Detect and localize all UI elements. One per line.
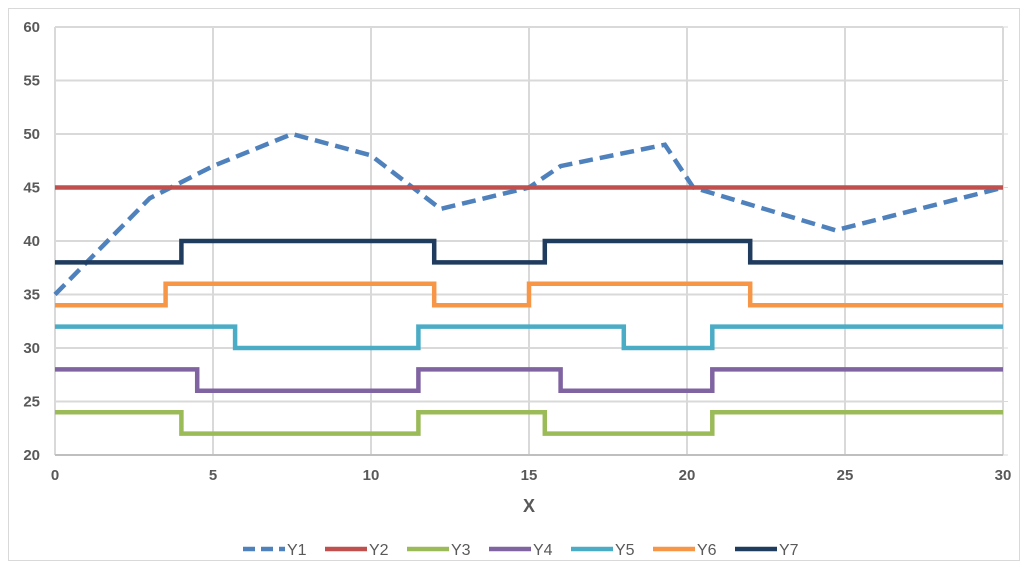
x-tick-label: 5 [209,467,217,484]
y-tick-label: 20 [23,447,40,464]
legend-label-y3: Y3 [451,542,471,559]
legend-label-y6: Y6 [697,542,717,559]
x-tick-labels: 0 5 10 15 20 25 30 [51,467,1012,484]
legend-label-y2: Y2 [369,542,389,559]
x-tick-label: 30 [995,467,1012,484]
y-tick-label: 50 [23,126,40,143]
legend: Y1 Y2 Y3 Y4 Y5 Y6 Y7 [243,542,799,559]
chart-border [8,8,1020,561]
x-tick-label: 25 [837,467,854,484]
series-line-y1 [53,131,1004,297]
axes [8,8,1020,561]
y-tick-label: 40 [23,233,40,250]
x-axis-title: X [523,496,535,516]
legend-label-y5: Y5 [615,542,635,559]
x-tick-label: 10 [363,467,380,484]
series-line-y6 [55,281,1003,308]
legend-label-y1: Y1 [287,542,307,559]
x-tick-label: 15 [521,467,538,484]
y-tick-label: 45 [23,180,40,197]
series-line-y4 [55,367,1003,394]
y-tick-label: 55 [23,73,40,90]
y-tick-labels: 20 25 30 35 40 45 50 55 60 [23,19,40,464]
legend-label-y7: Y7 [779,542,799,559]
series-line-y7 [55,238,1003,265]
legend-label-y4: Y4 [533,542,553,559]
y-tick-label: 60 [23,19,40,36]
series-line-y5 [55,324,1003,351]
x-tick-label: 20 [679,467,696,484]
y-tick-label: 30 [23,340,40,357]
x-tick-label: 0 [51,467,59,484]
y-tick-label: 25 [23,394,40,411]
y-tick-label: 35 [23,287,40,304]
series-line-y3 [55,409,1003,436]
series-lines [53,131,1004,436]
